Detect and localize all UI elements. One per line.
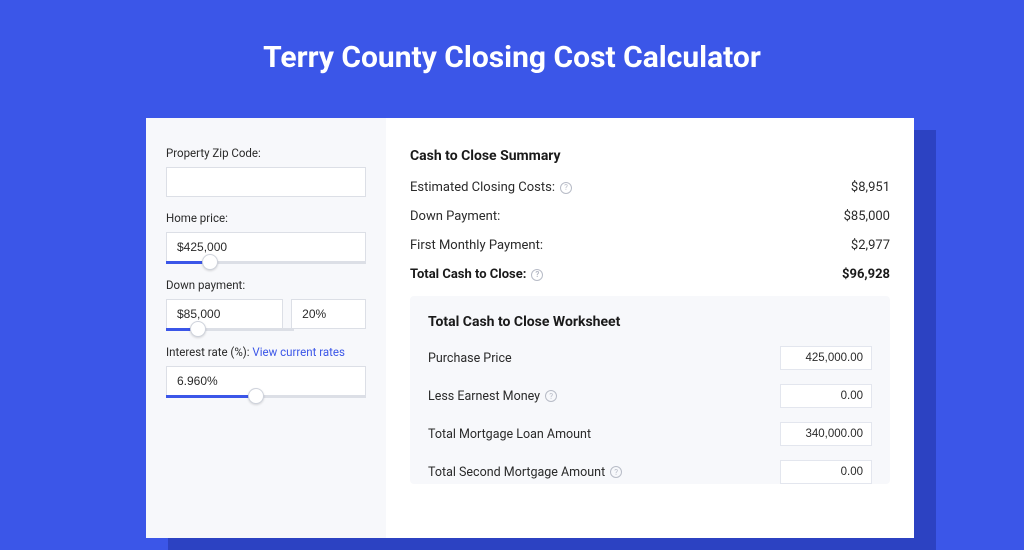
worksheet-value-input[interactable] <box>780 346 872 370</box>
down-payment-label: Down payment: <box>166 278 366 292</box>
worksheet-row-mortgage-amount: Total Mortgage Loan Amount <box>428 422 872 446</box>
interest-input[interactable] <box>166 366 366 396</box>
down-payment-percent-input[interactable] <box>291 299 366 329</box>
summary-label: First Monthly Payment: <box>410 238 543 253</box>
interest-slider-thumb[interactable] <box>248 388 264 404</box>
zip-label: Property Zip Code: <box>166 146 366 160</box>
zip-field-group: Property Zip Code: <box>166 146 366 197</box>
worksheet-row-purchase-price: Purchase Price <box>428 346 872 370</box>
down-payment-amount-input[interactable] <box>166 299 283 329</box>
home-price-field-group: Home price: <box>166 211 366 264</box>
calculator-card: Property Zip Code: Home price: Down paym… <box>146 118 914 538</box>
worksheet-title: Total Cash to Close Worksheet <box>428 314 872 330</box>
zip-input[interactable] <box>166 167 366 197</box>
summary-value: $85,000 <box>844 209 890 224</box>
help-icon[interactable]: ? <box>531 269 543 281</box>
interest-label-text: Interest rate (%): <box>166 345 252 359</box>
summary-row-down-payment: Down Payment: $85,000 <box>410 209 890 224</box>
worksheet-value-input[interactable] <box>780 460 872 484</box>
summary-value: $8,951 <box>851 180 890 195</box>
worksheet-label: Total Mortgage Loan Amount <box>428 427 591 442</box>
worksheet-value-input[interactable] <box>780 384 872 408</box>
home-price-slider-thumb[interactable] <box>202 254 218 270</box>
worksheet-row-earnest-money: Less Earnest Money ? <box>428 384 872 408</box>
home-price-input[interactable] <box>166 232 366 262</box>
worksheet-label: Purchase Price <box>428 351 512 366</box>
help-icon[interactable]: ? <box>545 390 557 402</box>
down-payment-field-group: Down payment: <box>166 278 366 331</box>
worksheet-value-input[interactable] <box>780 422 872 446</box>
interest-field-group: Interest rate (%): View current rates <box>166 345 366 398</box>
worksheet-row-second-mortgage: Total Second Mortgage Amount ? <box>428 460 872 484</box>
down-payment-slider-thumb[interactable] <box>190 321 206 337</box>
summary-row-closing-costs: Estimated Closing Costs: ? $8,951 <box>410 180 890 195</box>
interest-label: Interest rate (%): View current rates <box>166 345 366 359</box>
summary-value: $2,977 <box>851 238 890 253</box>
home-price-label: Home price: <box>166 211 366 225</box>
summary-label: Down Payment: <box>410 209 500 224</box>
summary-total-label: Total Cash to Close: <box>410 267 526 282</box>
worksheet-label: Less Earnest Money <box>428 389 540 404</box>
summary-title: Cash to Close Summary <box>410 148 890 164</box>
summary-row-first-payment: First Monthly Payment: $2,977 <box>410 238 890 253</box>
interest-slider[interactable] <box>166 395 366 398</box>
view-rates-link[interactable]: View current rates <box>252 345 345 359</box>
inputs-panel: Property Zip Code: Home price: Down paym… <box>146 118 386 538</box>
worksheet-label: Total Second Mortgage Amount <box>428 465 605 480</box>
home-price-slider[interactable] <box>166 261 366 264</box>
summary-total-value: $96,928 <box>842 267 890 282</box>
summary-label: Estimated Closing Costs: <box>410 180 555 195</box>
worksheet-panel: Total Cash to Close Worksheet Purchase P… <box>410 296 890 484</box>
interest-slider-fill <box>166 395 256 398</box>
down-payment-slider[interactable] <box>166 328 294 331</box>
page-title: Terry County Closing Cost Calculator <box>0 0 1024 103</box>
help-icon[interactable]: ? <box>560 182 572 194</box>
help-icon[interactable]: ? <box>610 466 622 478</box>
results-panel: Cash to Close Summary Estimated Closing … <box>386 118 914 538</box>
summary-row-total: Total Cash to Close: ? $96,928 <box>410 267 890 282</box>
